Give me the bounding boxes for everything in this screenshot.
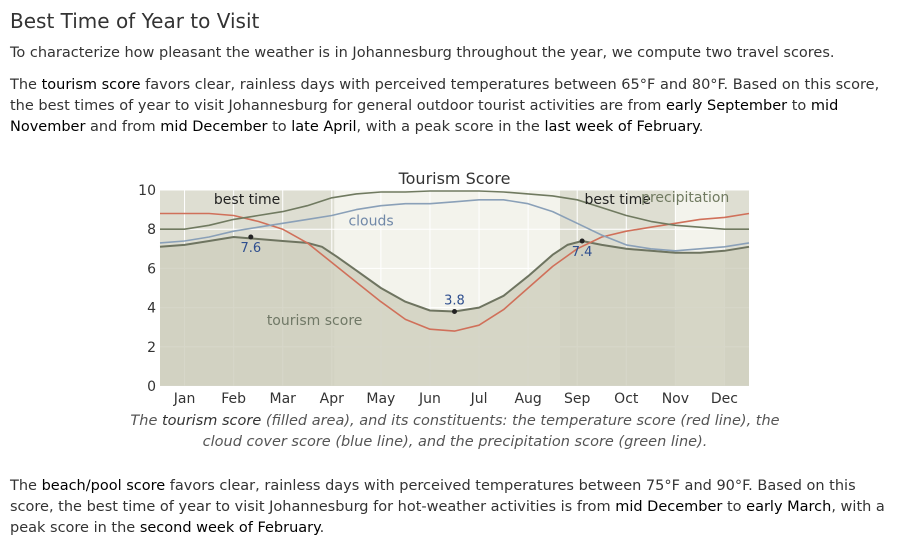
annotation-point xyxy=(579,238,585,244)
text-segment: to xyxy=(267,119,292,135)
y-tick-label: 2 xyxy=(147,340,156,356)
y-tick-label: 10 xyxy=(138,183,156,199)
text-segment: favors clear, rainless days with perceiv… xyxy=(10,77,880,114)
annotation-value: 3.8 xyxy=(444,294,465,309)
text-segment: The xyxy=(10,478,42,494)
text-segment: , with a peak score in the xyxy=(356,119,545,135)
annotation-value: 7.4 xyxy=(572,245,593,260)
caption-term: tourism score xyxy=(161,413,262,429)
text-segment: The xyxy=(130,413,162,429)
text-segment: favors clear, rainless days with perceiv… xyxy=(10,478,856,515)
x-tick-label: Jul xyxy=(470,391,488,407)
series-label-clouds: clouds xyxy=(348,213,393,229)
peak-time: last week of February xyxy=(544,119,699,135)
x-tick-label: Jan xyxy=(173,391,196,407)
text-segment: to xyxy=(787,98,811,114)
x-tick-label: May xyxy=(366,391,395,407)
series-label-tourism-score: tourism score xyxy=(267,313,363,329)
tourism-paragraph: The tourism score favors clear, rainless… xyxy=(10,75,895,138)
page-title: Best Time of Year to Visit xyxy=(10,9,260,33)
x-tick-label: Dec xyxy=(711,391,738,407)
temperature-score-line xyxy=(160,212,750,332)
tourism-score-term: tourism score xyxy=(41,77,141,93)
series-label-precipitation: precipitation xyxy=(641,190,729,206)
x-tick-label: Sep xyxy=(564,391,591,407)
best-time-label: best time xyxy=(214,192,280,208)
text-segment: . xyxy=(698,119,704,135)
range2-end: late April xyxy=(291,119,357,135)
x-tick-label: Nov xyxy=(662,391,689,407)
intro-paragraph: To characterize how pleasant the weather… xyxy=(10,45,835,61)
x-tick-label: Oct xyxy=(614,391,639,407)
beach-range-end: early March xyxy=(746,499,832,515)
text-segment: . xyxy=(319,520,325,536)
x-tick-label: Apr xyxy=(320,391,344,407)
beach-peak-time: second week of February xyxy=(139,520,320,536)
y-tick-label: 4 xyxy=(147,301,156,317)
y-tick-label: 0 xyxy=(147,379,156,395)
range2-start: mid December xyxy=(160,119,268,135)
x-tick-label: Mar xyxy=(269,391,296,407)
chart-title: Tourism Score xyxy=(398,169,511,188)
text-segment: , with a peak score in the xyxy=(10,499,885,536)
annotation-value: 7.6 xyxy=(240,241,261,256)
precipitation-line xyxy=(160,190,749,230)
range1-end: mid November xyxy=(10,98,839,135)
y-tick-label: 6 xyxy=(147,261,156,277)
beach-paragraph: The beach/pool score favors clear, rainl… xyxy=(10,476,895,539)
text-segment: (filled area), and its constituents: the… xyxy=(202,413,780,450)
text-segment: and from xyxy=(85,119,161,135)
beach-score-term: beach/pool score xyxy=(41,478,166,494)
annotation-point xyxy=(452,309,457,315)
annotation-point xyxy=(248,234,254,240)
best-time-label: best time xyxy=(585,192,651,208)
text-segment: The xyxy=(10,77,42,93)
x-tick-label: Feb xyxy=(221,391,246,407)
tourism-score-chart: best time best time Tourism Score clouds pre… xyxy=(138,169,750,407)
text-segment: to xyxy=(722,499,747,515)
x-tick-label: Aug xyxy=(514,391,541,407)
chart-caption: The tourism score (filled area), and its… xyxy=(120,411,790,453)
beach-range-start: mid December xyxy=(615,499,723,515)
y-tick-label: 8 xyxy=(147,222,156,238)
clouds-line xyxy=(159,198,750,252)
range1-start: early September xyxy=(666,98,788,114)
x-tick-label: Jun xyxy=(418,391,441,407)
